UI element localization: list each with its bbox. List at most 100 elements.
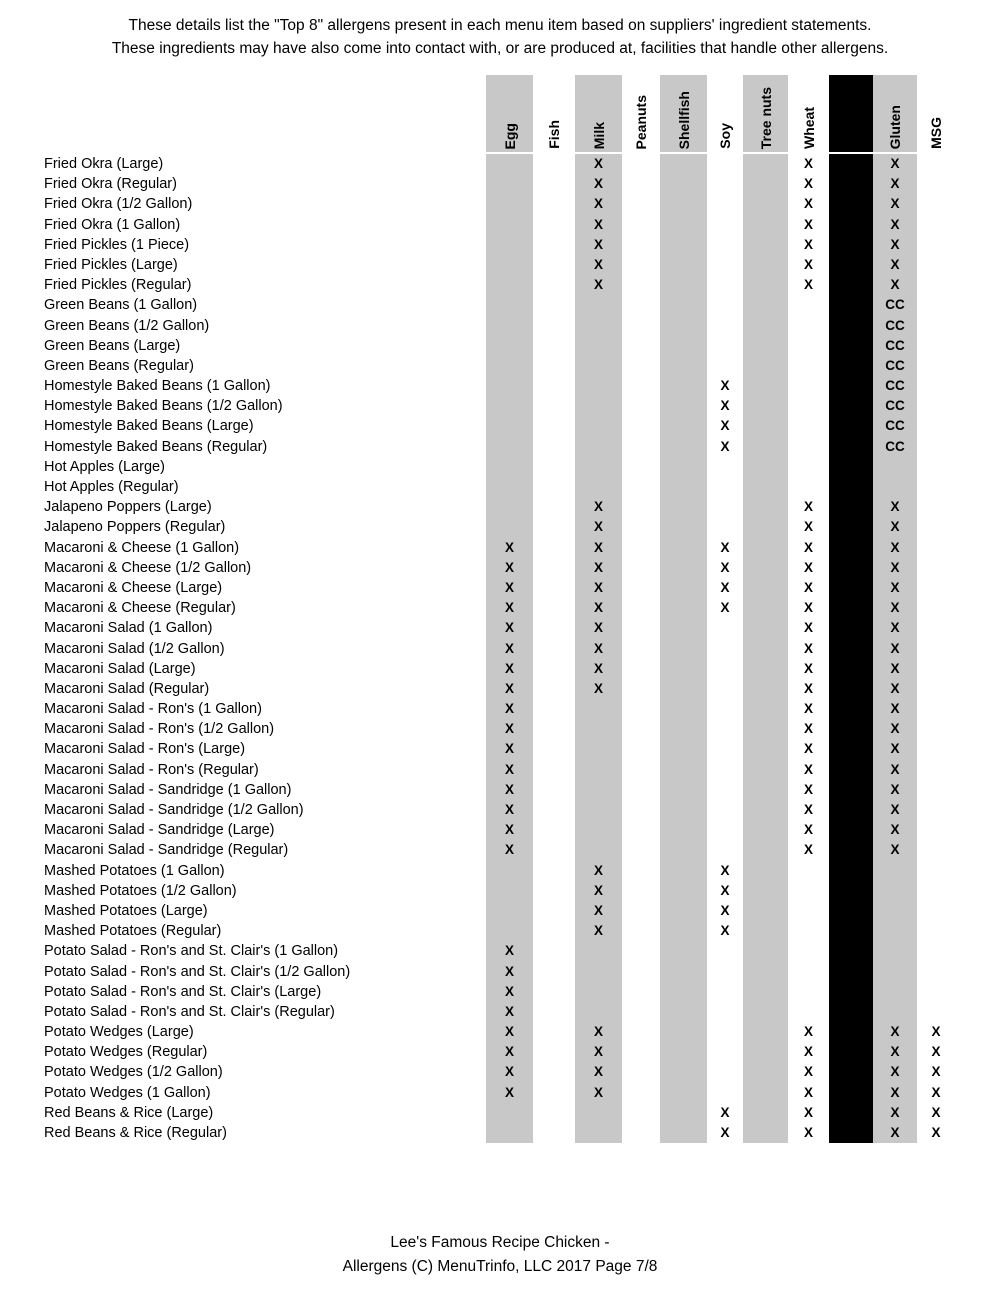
cell-milk: X (575, 234, 622, 255)
cell-milk (575, 759, 622, 780)
cell-wheat: X (803, 176, 813, 192)
row-label: Potato Salad - Ron's and St. Clair's (Re… (44, 1003, 335, 1020)
cell-tree-nuts (743, 921, 788, 942)
cell-wheat: X (803, 1104, 813, 1120)
cell-egg: X (486, 759, 533, 780)
cell-peanuts (622, 820, 660, 840)
table-row: Macaroni & Cheese (Regular) X X X X X (0, 598, 956, 619)
cell-egg (486, 295, 533, 316)
cell-gluten: X (873, 254, 917, 276)
cell-shellfish (660, 315, 707, 336)
table-row: Macaroni Salad (1 Gallon) X X X X (0, 618, 956, 639)
cell-gluten (873, 880, 917, 901)
cell-wheat: X (803, 499, 813, 515)
table-row: Macaroni Salad - Ron's (Large) X X X (0, 739, 956, 760)
cell-milk: X (575, 860, 622, 881)
cell-divider (829, 779, 873, 800)
cell-egg (486, 174, 533, 195)
cell-egg (486, 214, 533, 235)
column-header-label: Wheat (800, 107, 817, 149)
cell-tree-nuts (743, 981, 788, 1002)
cell-egg (486, 900, 533, 922)
cell-divider (829, 214, 873, 235)
cell-egg: X (486, 557, 533, 578)
cell-shellfish (660, 840, 707, 861)
cell-soy: X (720, 1104, 730, 1120)
cell-milk (575, 961, 622, 982)
cell-soy (707, 295, 743, 315)
cell-soy (707, 1083, 743, 1103)
cell-wheat (788, 881, 829, 901)
cell-shellfish (660, 941, 707, 962)
cell-peanuts (622, 174, 660, 194)
cell-wheat (788, 336, 829, 356)
cell-shellfish (660, 396, 707, 417)
cell-peanuts (622, 255, 660, 275)
cell-divider (829, 719, 873, 740)
row-label: Red Beans & Rice (Large) (44, 1104, 214, 1121)
cell-gluten: CC (873, 396, 917, 417)
cell-wheat (788, 316, 829, 336)
cell-egg (486, 436, 533, 457)
cell-msg (917, 659, 955, 679)
cell-soy (707, 1062, 743, 1082)
cell-fish (533, 477, 575, 497)
cell-soy: X (720, 862, 730, 878)
cell-divider (829, 820, 873, 841)
cell-msg (917, 316, 955, 336)
cell-msg: X (931, 1064, 941, 1080)
cell-divider (829, 921, 873, 942)
cell-milk (575, 941, 622, 962)
cell-fish (533, 598, 575, 618)
cell-gluten (873, 900, 917, 922)
cell-peanuts (622, 941, 660, 961)
cell-tree-nuts (743, 315, 788, 336)
cell-milk: X (575, 921, 622, 942)
cell-wheat (788, 356, 829, 376)
cell-msg (917, 497, 955, 517)
cell-gluten: X (873, 699, 917, 720)
cell-msg: X (931, 1024, 941, 1040)
cell-tree-nuts (743, 779, 788, 800)
cell-divider (829, 174, 873, 195)
cell-tree-nuts (743, 1022, 788, 1043)
cell-fish (533, 618, 575, 638)
cell-shellfish (660, 517, 707, 538)
cell-fish (533, 962, 575, 982)
row-label: Fried Okra (Large) (44, 156, 164, 172)
cell-shellfish (660, 335, 707, 356)
cell-wheat: X (803, 1024, 813, 1040)
cell-milk: X (575, 598, 622, 619)
row-label: Mashed Potatoes (1 Gallon) (44, 862, 225, 879)
row-label: Jalapeno Poppers (Regular) (44, 519, 226, 536)
cell-egg: X (486, 820, 533, 841)
table-row: Potato Wedges (Regular) X X X X X (0, 1042, 956, 1063)
cell-gluten (873, 981, 917, 1002)
cell-gluten: X (873, 800, 917, 821)
cell-tree-nuts (743, 598, 788, 619)
cell-peanuts (622, 639, 660, 659)
cell-peanuts (622, 376, 660, 396)
row-label: Fried Okra (1/2 Gallon) (44, 196, 193, 213)
cell-egg: X (486, 598, 533, 619)
cell-wheat: X (803, 822, 813, 838)
cell-peanuts (622, 800, 660, 820)
cell-fish (533, 558, 575, 578)
row-label: Macaroni Salad - Sandridge (Large) (44, 822, 275, 839)
cell-shellfish (660, 598, 707, 619)
cell-soy (707, 497, 743, 517)
cell-egg: X (486, 840, 533, 861)
cell-peanuts (622, 962, 660, 982)
cell-shellfish (660, 436, 707, 457)
cell-soy (707, 1002, 743, 1022)
cell-peanuts (622, 840, 660, 860)
column-header-soy: Soy (707, 75, 743, 152)
cell-gluten: X (873, 577, 917, 599)
cell-tree-nuts (743, 699, 788, 720)
cell-shellfish (660, 497, 707, 518)
cell-egg (486, 154, 533, 175)
cell-peanuts (622, 1123, 660, 1143)
table-row: Potato Salad - Ron's and St. Clair's (1/… (0, 961, 956, 982)
cell-tree-nuts (743, 154, 788, 175)
cell-gluten: X (873, 557, 917, 578)
